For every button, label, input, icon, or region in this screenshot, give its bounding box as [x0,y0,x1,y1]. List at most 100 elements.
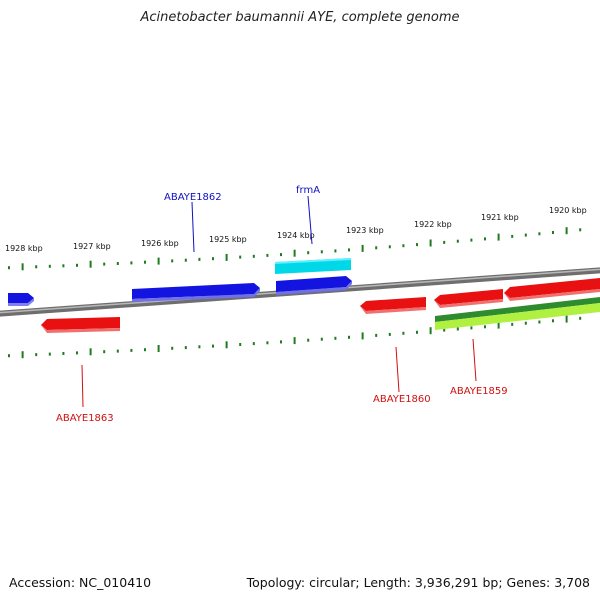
minor-tick [470,326,473,330]
gene-ABAYE1863[interactable] [41,317,120,333]
gene-ABAYE1860[interactable] [360,297,426,314]
minor-tick [511,234,514,238]
minor-tick [320,250,323,254]
leader-line-ABAYE1863 [81,364,84,408]
minor-tick [103,262,106,266]
major-tick [225,341,228,349]
outer-tick-row [8,227,582,271]
minor-tick [35,265,38,269]
tick-label: 1928 kbp [5,244,43,253]
major-tick [565,227,568,235]
minor-tick [388,245,391,249]
minor-tick [144,260,146,264]
minor-tick [212,257,214,261]
minor-tick [212,344,214,348]
minor-tick [266,253,269,257]
map-title: Acinetobacter baumannii AYE, complete ge… [140,10,460,25]
minor-tick [579,228,582,232]
minor-tick [8,354,10,358]
minor-tick [280,340,282,344]
gene-label-ABAYE1860[interactable]: ABAYE1860 [373,394,431,405]
major-tick [429,239,432,247]
minor-tick [76,351,78,355]
major-tick [361,332,364,340]
minor-tick [130,348,133,352]
minor-tick [443,240,446,244]
leader-line-ABAYE1862 [191,201,195,253]
minor-tick [375,246,378,250]
gene-label-ABAYE1863[interactable]: ABAYE1863 [56,413,114,424]
minor-tick [484,237,486,241]
minor-tick [334,249,337,253]
gene-forward-left-edge[interactable] [8,293,34,306]
minor-tick [320,337,323,341]
minor-tick [307,338,310,342]
minor-tick [334,336,337,340]
tick-label: 1921 kbp [481,213,519,222]
green-feature-outer [435,297,600,322]
minor-tick [511,322,514,326]
minor-tick [456,239,459,243]
leader-line-ABAYE1859 [472,338,477,382]
major-tick [157,345,160,352]
minor-tick [402,331,405,335]
gene-label-frmA[interactable]: frmA [296,185,320,196]
minor-tick [307,251,310,255]
gene-ABAYE1862[interactable] [132,283,260,302]
major-tick [293,337,296,345]
minor-tick [416,330,418,334]
tick-label: 1924 kbp [277,231,315,240]
minor-tick [48,352,51,356]
minor-tick [184,258,187,262]
minor-tick [416,243,418,247]
major-tick [21,263,24,271]
minor-tick [524,233,527,237]
minor-tick [552,319,554,323]
tick-label: 1922 kbp [414,220,452,229]
genome-stats-text: Topology: circular; Length: 3,936,291 bp… [246,575,590,590]
minor-tick [266,341,269,345]
minor-tick [348,248,350,252]
minor-tick [579,316,582,320]
minor-tick [76,263,78,267]
major-tick [21,351,24,359]
minor-tick [484,325,486,329]
gene-reverse-right-edge[interactable] [504,278,600,301]
gene-label-ABAYE1859[interactable]: ABAYE1859 [450,386,508,397]
minor-tick [8,266,10,270]
leader-line-frmA [307,195,313,245]
accession-text: Accession: NC_010410 [9,575,152,590]
minor-tick [538,320,541,324]
minor-tick [280,253,282,257]
gene-ABAYE1859[interactable] [434,289,503,308]
major-tick [293,249,296,257]
minor-tick [198,257,201,261]
major-tick [157,257,160,265]
minor-tick [252,342,255,346]
minor-tick [348,335,350,339]
minor-tick [375,333,378,337]
minor-tick [48,264,51,268]
minor-tick [524,321,527,325]
minor-tick [103,350,106,354]
minor-tick [62,264,65,268]
minor-tick [470,238,473,242]
major-tick [565,315,568,323]
gene-forward-near-frmA[interactable] [276,276,352,295]
minor-tick [144,348,146,352]
minor-tick [171,259,174,263]
major-tick [225,253,228,261]
gene-label-ABAYE1862[interactable]: ABAYE1862 [164,192,222,203]
major-tick [497,233,500,241]
minor-tick [239,255,242,259]
minor-tick [252,254,255,258]
tick-label: 1920 kbp [549,206,587,215]
minor-tick [552,231,554,234]
major-tick [89,348,92,356]
minor-tick [116,262,119,265]
tick-label: 1927 kbp [73,242,111,251]
minor-tick [538,232,541,236]
major-tick [497,321,500,329]
gene-frmA[interactable] [275,258,351,274]
